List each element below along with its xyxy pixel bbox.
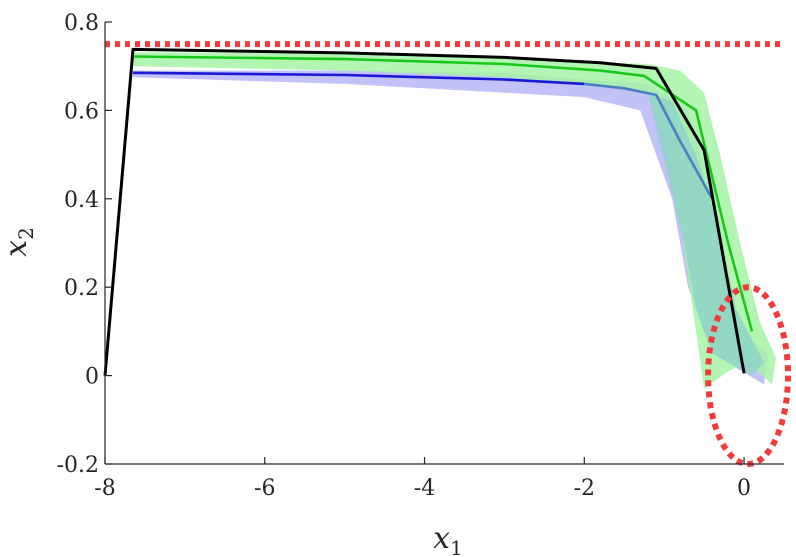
y-ticks: -0.2 0 0.2 0.4 0.6 0.8 — [57, 11, 112, 478]
x-axis-label-subscript: 1 — [450, 536, 463, 557]
x-tick-label: -6 — [254, 476, 275, 501]
axes — [104, 22, 784, 465]
y-axis-label-base: x — [0, 240, 34, 257]
confidence-bands — [133, 52, 776, 389]
x-tick-label: -8 — [94, 476, 115, 501]
x-axis-label: x1 — [433, 521, 463, 557]
y-tick-label: -0.2 — [57, 453, 99, 478]
band-overlap-band — [648, 92, 764, 376]
y-tick-label: 0.4 — [64, 188, 99, 213]
series-lines — [103, 47, 754, 376]
x-axis-label-base: x — [433, 521, 450, 556]
band-green-band — [133, 52, 776, 389]
x-ticks: -8 -6 -4 -2 0 — [94, 457, 751, 501]
series-line-black — [103, 47, 746, 376]
y-tick-label: 0.2 — [64, 276, 99, 301]
y-tick-label: 0.8 — [64, 11, 99, 36]
series-line-green — [132, 55, 754, 332]
y-axis-label: x2 — [0, 227, 38, 257]
x-tick-label: -2 — [574, 476, 595, 501]
series-line-blue — [132, 71, 585, 86]
y-axis-label-subscript: 2 — [14, 227, 38, 240]
y-tick-label: 0 — [85, 365, 99, 390]
x-tick-label: -4 — [414, 476, 435, 501]
series-line-blue-tail — [584, 82, 714, 200]
x-tick-label: 0 — [737, 476, 751, 501]
y-tick-label: 0.6 — [64, 99, 99, 124]
